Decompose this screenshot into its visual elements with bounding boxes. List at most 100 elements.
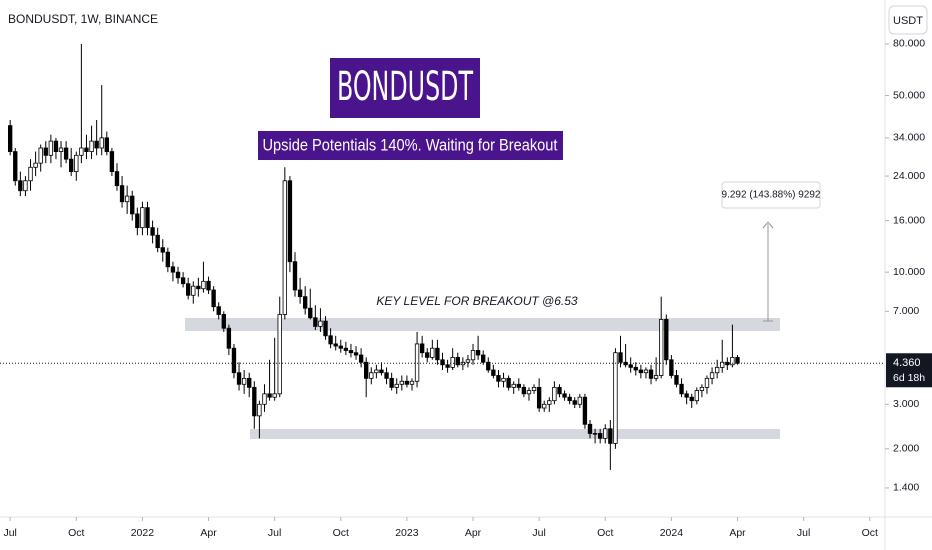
candle-body bbox=[297, 289, 303, 298]
candle-body bbox=[699, 386, 705, 391]
candle-body bbox=[735, 356, 740, 364]
candle-body bbox=[572, 400, 577, 405]
key-level-text: KEY LEVEL FOR BREAKOUT @6.53 bbox=[376, 294, 577, 308]
y-tick-label: 80.000 bbox=[893, 38, 925, 50]
candle-body bbox=[109, 151, 115, 172]
candle-body bbox=[440, 359, 445, 366]
candle-body bbox=[481, 354, 486, 363]
candle-body bbox=[18, 180, 23, 192]
plot-area: 80.000 50.000 34.000 24.000 16.000 10.000 7.00… bbox=[0, 38, 932, 539]
candle-body bbox=[247, 377, 252, 388]
candle-body bbox=[491, 369, 496, 376]
last-price-label: 4.360 bbox=[893, 357, 921, 369]
candle-body bbox=[653, 375, 659, 379]
candle-body bbox=[216, 306, 221, 315]
x-tick-label: Oct bbox=[597, 527, 613, 539]
y-tick-label: 2.000 bbox=[893, 443, 919, 455]
candle-body bbox=[186, 283, 191, 296]
x-tick-label: Jul bbox=[3, 527, 16, 539]
candle-body bbox=[552, 386, 557, 402]
y-tick-label: 7.000 bbox=[893, 305, 919, 317]
x-tick-label: Apr bbox=[200, 527, 217, 539]
candle-body bbox=[582, 396, 588, 425]
candle-body bbox=[430, 347, 435, 358]
candle-body bbox=[323, 320, 328, 337]
candle-body bbox=[119, 185, 125, 203]
candle-body bbox=[633, 366, 638, 371]
candle-body bbox=[145, 207, 150, 229]
candle-body bbox=[501, 377, 506, 382]
candle-body bbox=[170, 266, 176, 273]
measure-box bbox=[721, 181, 821, 209]
candle-body bbox=[369, 372, 374, 379]
candle-body bbox=[547, 400, 552, 405]
candle-body bbox=[638, 369, 644, 374]
y-tick-label: 1.400 bbox=[893, 482, 919, 494]
candle-body bbox=[536, 386, 542, 409]
candle-body bbox=[394, 383, 399, 388]
candle-body bbox=[613, 352, 618, 444]
candle-body bbox=[684, 393, 689, 398]
candle-body bbox=[379, 369, 384, 374]
candle-body bbox=[597, 433, 603, 439]
candle-body bbox=[455, 356, 460, 366]
candle-body bbox=[38, 147, 43, 164]
candle-body bbox=[43, 147, 48, 156]
candle-body bbox=[521, 386, 527, 395]
candle-body bbox=[201, 280, 206, 290]
candle-body bbox=[694, 390, 699, 402]
candle-body bbox=[709, 372, 715, 379]
candle-body bbox=[562, 393, 567, 398]
candle-body bbox=[252, 386, 257, 417]
candle-body bbox=[409, 380, 415, 385]
candle-body bbox=[282, 180, 288, 315]
candle-body bbox=[531, 386, 537, 391]
candle-body bbox=[58, 147, 64, 152]
candle-body bbox=[425, 352, 430, 358]
candle-body bbox=[94, 140, 99, 149]
candle-body bbox=[603, 428, 608, 439]
resistance-zone bbox=[185, 318, 780, 331]
candle-body bbox=[257, 403, 262, 417]
candle-body bbox=[175, 271, 181, 279]
candle-body bbox=[165, 251, 171, 268]
x-tick-label: 2022 bbox=[131, 527, 155, 539]
candle-body bbox=[287, 180, 293, 263]
candle-body bbox=[262, 393, 267, 405]
candle-body bbox=[33, 162, 38, 168]
candle-body bbox=[608, 428, 613, 444]
y-tick-label: 10.000 bbox=[893, 266, 925, 278]
countdown-label: 6d 18h bbox=[893, 372, 925, 384]
candle-body bbox=[364, 361, 369, 379]
currency-label[interactable]: USDT bbox=[893, 15, 923, 27]
x-tick-label: Oct bbox=[862, 527, 878, 539]
candle-body bbox=[267, 393, 272, 398]
candle-body bbox=[358, 354, 364, 363]
candle-body bbox=[496, 375, 501, 382]
candle-body bbox=[628, 364, 633, 368]
candle-body bbox=[445, 364, 450, 368]
candle-body bbox=[69, 158, 74, 172]
y-tick-label: 16.000 bbox=[893, 214, 925, 226]
x-tick-label: 2024 bbox=[660, 527, 684, 539]
candle-body bbox=[704, 377, 710, 388]
currency-button[interactable] bbox=[888, 5, 928, 35]
candle-body bbox=[308, 307, 313, 319]
support-zone bbox=[250, 429, 780, 439]
candle-body bbox=[302, 296, 308, 309]
candle-body bbox=[124, 195, 130, 203]
candle-body bbox=[206, 280, 211, 291]
candle-body bbox=[450, 356, 455, 368]
candle-body bbox=[348, 350, 354, 354]
candle-body bbox=[272, 393, 277, 398]
x-tick-label: Jul bbox=[268, 527, 281, 539]
candle-body bbox=[221, 314, 226, 329]
candle-body bbox=[674, 375, 679, 385]
candle-body bbox=[7, 125, 13, 152]
candle-body bbox=[730, 356, 735, 366]
candle-body bbox=[389, 377, 394, 388]
candle-body bbox=[160, 247, 165, 253]
candle-body bbox=[150, 227, 155, 236]
candle-body bbox=[714, 366, 720, 374]
